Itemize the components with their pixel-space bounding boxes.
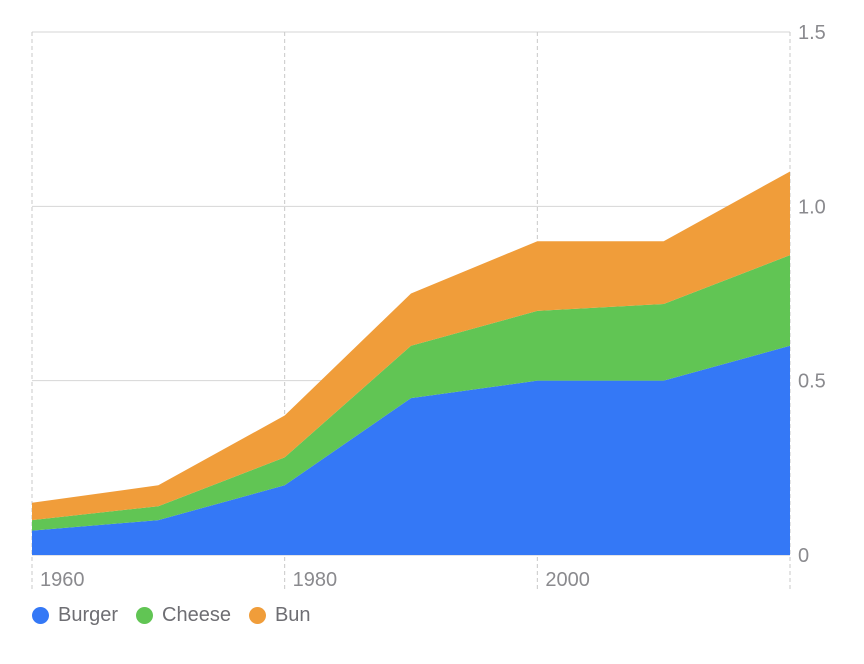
x-tick-label: 2000 [545, 569, 590, 591]
legend-item-burger: Burger [32, 604, 118, 627]
area-cheese [32, 255, 790, 531]
area-bun [32, 171, 790, 521]
area-burger [32, 345, 790, 555]
legend-item-bun: Bun [248, 604, 311, 627]
legend-item-cheese: Cheese [136, 604, 231, 627]
y-tick-label: 1.0 [798, 196, 826, 218]
y-tick-label: 0.5 [798, 371, 826, 393]
legend-label: Bun [274, 604, 311, 626]
axes: 0 0.5 1.0 1.5 1960 1980 2000 [40, 22, 826, 591]
legend-label: Burger [58, 604, 119, 626]
legend: Burger Cheese Bun [32, 604, 311, 627]
legend-label: Cheese [162, 604, 231, 626]
y-tick-label: 0 [798, 545, 809, 567]
legend-swatch [136, 607, 154, 624]
x-tick-label: 1960 [40, 569, 85, 591]
legend-swatch [248, 607, 266, 624]
legend-swatch [32, 607, 49, 624]
x-tick-label: 1980 [293, 569, 338, 591]
areas [32, 171, 790, 555]
y-tick-label: 1.5 [798, 22, 826, 44]
